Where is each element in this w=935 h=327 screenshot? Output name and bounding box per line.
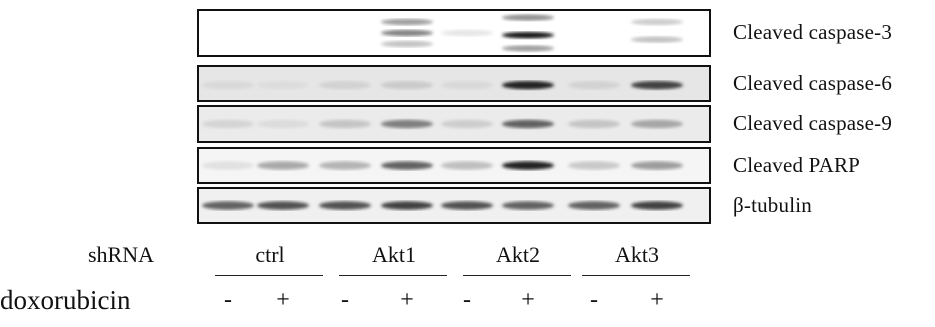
protein-band: [502, 201, 554, 210]
protein-band: [502, 45, 554, 52]
group-underline: [463, 275, 571, 276]
protein-band: [202, 119, 254, 129]
shrna-group-label: Akt1: [372, 242, 416, 267]
blot-bands: [202, 80, 683, 90]
blot-label: β-tubulin: [733, 192, 812, 217]
blot-bands: [381, 14, 683, 52]
doxorubicin-sign: -: [463, 287, 471, 313]
protein-band: [441, 201, 493, 210]
protein-band: [568, 80, 620, 90]
group-underline: [215, 275, 323, 276]
blot-label: Cleaved PARP: [733, 152, 861, 177]
protein-band: [381, 161, 433, 170]
protein-band: [381, 29, 433, 37]
protein-band: [631, 119, 683, 129]
protein-band: [202, 80, 254, 90]
protein-band: [631, 201, 683, 210]
protein-band: [631, 80, 683, 90]
protein-band: [202, 201, 254, 210]
protein-band: [257, 119, 309, 129]
protein-band: [568, 201, 620, 210]
shrna-group-label: Akt2: [496, 242, 540, 267]
protein-band: [257, 80, 309, 90]
protein-band: [568, 161, 620, 170]
protein-band: [502, 32, 554, 39]
protein-band: [257, 201, 309, 210]
protein-band: [441, 29, 493, 37]
protein-band: [441, 161, 493, 170]
protein-band: [319, 119, 371, 129]
blot-bands: [202, 119, 683, 129]
blot-strip: [197, 9, 711, 57]
protein-band: [319, 161, 371, 170]
doxorubicin-sign: +: [650, 287, 664, 313]
group-underline: [339, 275, 447, 276]
protein-band: [202, 161, 254, 170]
protein-band: [502, 161, 554, 170]
blot-label: Cleaved caspase-9: [733, 111, 893, 135]
protein-band: [631, 161, 683, 170]
shrna-row-label: shRNA: [88, 242, 155, 267]
protein-band: [502, 14, 554, 21]
protein-band: [568, 119, 620, 129]
doxorubicin-sign: +: [276, 287, 290, 313]
protein-band: [257, 161, 309, 170]
protein-band: [441, 119, 493, 129]
protein-band: [381, 80, 433, 90]
protein-band: [319, 201, 371, 210]
protein-band: [381, 201, 433, 210]
protein-band: [381, 40, 433, 48]
protein-band: [381, 119, 433, 129]
protein-band: [631, 36, 683, 43]
protein-band: [502, 80, 554, 90]
blot-strip: [197, 65, 711, 102]
blot-strip: [197, 105, 711, 143]
shrna-group-label: ctrl: [255, 242, 285, 267]
protein-band: [441, 80, 493, 90]
doxorubicin-sign: +: [521, 287, 535, 313]
protein-band: [319, 80, 371, 90]
doxorubicin-row-label: doxorubicin: [0, 285, 131, 315]
doxorubicin-sign: -: [224, 287, 232, 313]
shrna-group-label: Akt3: [615, 242, 659, 267]
blot-bands: [202, 161, 683, 170]
group-underline: [582, 275, 690, 276]
blot-label: Cleaved caspase-6: [733, 70, 893, 95]
blot-label: Cleaved caspase-3: [733, 20, 893, 44]
protein-band: [631, 18, 683, 26]
blot-strip: [197, 187, 711, 224]
doxorubicin-sign: -: [341, 287, 349, 313]
blot-strip: [197, 147, 711, 184]
blot-bands: [202, 201, 683, 210]
doxorubicin-sign: +: [400, 287, 414, 313]
protein-band: [381, 18, 433, 26]
doxorubicin-sign: -: [590, 287, 598, 313]
protein-band: [502, 119, 554, 129]
